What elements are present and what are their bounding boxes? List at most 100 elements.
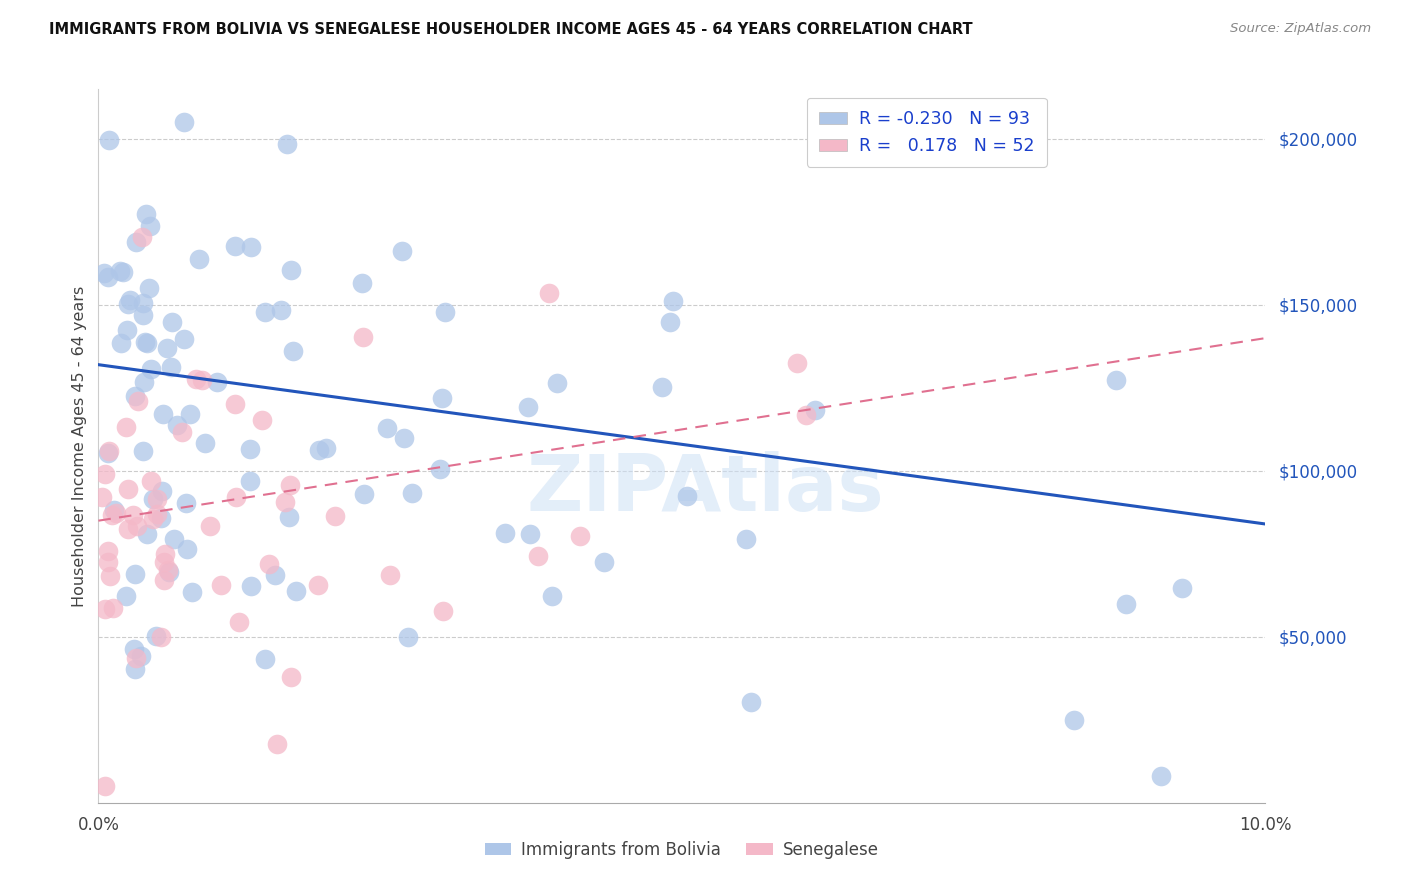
- Point: [98, 569, 121, 583]
- Point: [240, 579, 263, 593]
- Legend: Immigrants from Bolivia, Senegalese: Immigrants from Bolivia, Senegalese: [478, 835, 886, 866]
- Point: [125, 235, 148, 249]
- Point: [131, 308, 153, 322]
- Point: [139, 474, 162, 488]
- Point: [181, 584, 204, 599]
- Point: [429, 461, 451, 475]
- Point: [111, 265, 134, 279]
- Point: [804, 402, 827, 417]
- Point: [254, 305, 277, 319]
- Point: [494, 525, 516, 540]
- Point: [391, 244, 413, 259]
- Point: [152, 407, 174, 421]
- Point: [278, 509, 301, 524]
- Point: [124, 566, 146, 581]
- Y-axis label: Householder Income Ages 45 - 64 years: Householder Income Ages 45 - 64 years: [72, 285, 87, 607]
- Point: [280, 670, 302, 684]
- Point: [352, 276, 374, 290]
- Point: [546, 376, 568, 391]
- Point: [278, 478, 301, 492]
- Point: [142, 512, 165, 526]
- Point: [94, 467, 117, 481]
- Point: [110, 335, 132, 350]
- Point: [274, 495, 297, 509]
- Point: [136, 335, 159, 350]
- Point: [150, 510, 173, 524]
- Point: [138, 280, 160, 294]
- Point: [98, 444, 121, 458]
- Point: [115, 323, 138, 337]
- Point: [127, 393, 149, 408]
- Point: [173, 332, 195, 346]
- Point: [253, 652, 276, 666]
- Text: ZIPAtlas: ZIPAtlas: [526, 450, 884, 527]
- Point: [174, 496, 197, 510]
- Point: [163, 532, 186, 546]
- Point: [114, 420, 136, 434]
- Point: [796, 408, 818, 422]
- Point: [432, 604, 454, 618]
- Point: [205, 375, 228, 389]
- Point: [134, 335, 156, 350]
- Text: IMMIGRANTS FROM BOLIVIA VS SENEGALESE HOUSEHOLDER INCOME AGES 45 - 64 YEARS CORR: IMMIGRANTS FROM BOLIVIA VS SENEGALESE HO…: [49, 22, 973, 37]
- Point: [1115, 597, 1137, 611]
- Point: [257, 557, 280, 571]
- Point: [661, 294, 683, 309]
- Point: [131, 443, 153, 458]
- Point: [517, 401, 540, 415]
- Point: [103, 502, 125, 516]
- Point: [392, 431, 415, 445]
- Point: [188, 252, 211, 266]
- Point: [284, 584, 307, 599]
- Point: [651, 380, 673, 394]
- Point: [131, 648, 153, 663]
- Point: [266, 737, 288, 751]
- Text: Source: ZipAtlas.com: Source: ZipAtlas.com: [1230, 22, 1371, 36]
- Point: [145, 629, 167, 643]
- Point: [91, 490, 114, 504]
- Point: [323, 509, 346, 524]
- Point: [117, 297, 139, 311]
- Point: [141, 362, 163, 376]
- Point: [124, 662, 146, 676]
- Point: [519, 527, 541, 541]
- Point: [315, 441, 337, 455]
- Point: [658, 314, 681, 328]
- Point: [352, 329, 374, 343]
- Point: [250, 413, 273, 427]
- Point: [569, 529, 592, 543]
- Point: [375, 421, 398, 435]
- Point: [160, 315, 183, 329]
- Point: [97, 446, 120, 460]
- Point: [145, 507, 167, 521]
- Point: [157, 566, 180, 580]
- Point: [157, 563, 180, 577]
- Point: [179, 408, 201, 422]
- Point: [281, 343, 304, 358]
- Point: [117, 522, 139, 536]
- Point: [378, 568, 401, 582]
- Point: [270, 303, 292, 318]
- Point: [209, 578, 232, 592]
- Point: [239, 442, 262, 456]
- Point: [537, 285, 560, 300]
- Point: [94, 779, 117, 793]
- Point: [97, 544, 120, 558]
- Point: [239, 474, 262, 488]
- Point: [1171, 581, 1194, 595]
- Point: [401, 485, 423, 500]
- Point: [224, 238, 246, 252]
- Point: [786, 356, 808, 370]
- Point: [184, 372, 207, 386]
- Point: [150, 484, 173, 499]
- Point: [1150, 769, 1173, 783]
- Point: [194, 436, 217, 450]
- Point: [94, 601, 117, 615]
- Point: [592, 555, 614, 569]
- Point: [124, 389, 146, 403]
- Point: [430, 391, 453, 405]
- Point: [740, 695, 762, 709]
- Point: [110, 264, 132, 278]
- Point: [115, 589, 138, 603]
- Point: [239, 239, 262, 253]
